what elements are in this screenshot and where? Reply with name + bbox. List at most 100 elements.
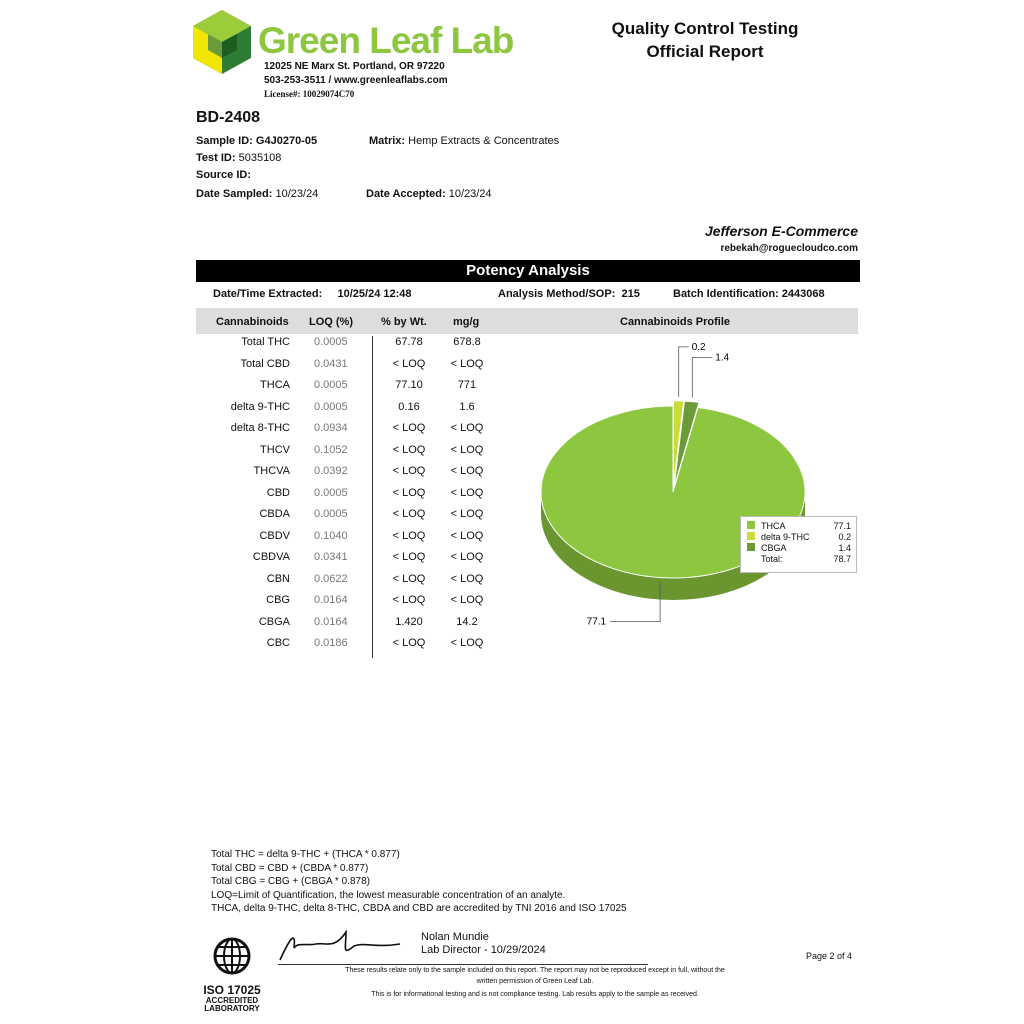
cannabinoid-name: THCVA [253,465,290,477]
percent-value: < LOQ [392,551,426,563]
cannabinoid-name: CBDV [259,529,290,542]
legend-label: CBGA [761,543,787,553]
label: Date/Time Extracted: [213,288,323,300]
cannabinoid-name: delta 8-THC [230,422,290,434]
mg-per-g-value: < LOQ [450,572,484,585]
percent-value: 67.78 [395,336,423,348]
iso-accredited: ACCREDITED [205,996,259,1005]
mg-per-g-value: < LOQ [450,486,484,499]
mg-per-g-value: < LOQ [450,551,484,563]
legend-label: THCA [761,521,786,531]
legend-value: 1.4 [838,543,851,553]
cannabinoid-name: delta 9-THC [230,400,290,413]
signer-name: Nolan Mundie [421,931,489,943]
percent-value: < LOQ [392,529,426,542]
brand-name: Green Leaf Lab [258,20,514,61]
report-subtitle: Official Report [646,42,764,61]
legend-item: THCA 77.1 [747,521,851,531]
batch-id: 2443068 [781,288,825,300]
percent-value: < LOQ [392,486,426,499]
loq-value: 0.0622 [314,572,348,585]
mg-per-g-value: 771 [457,379,477,391]
label: Test ID: [196,152,236,164]
loq-value: 0.1052 [314,443,348,456]
legend-swatch [747,521,755,529]
column-header: LOQ (%) [309,316,353,328]
label: Matrix: [369,135,406,147]
cannabinoid-name: CBDVA [252,551,290,563]
percent-value: 0.16 [398,400,420,413]
iso-title: ISO 17025 [203,983,261,997]
legend-item: CBGA 1.4 [747,543,851,553]
table-row: CBG 0.0164 < LOQ < LOQ [196,594,496,615]
percent-value: 1.420 [395,615,423,628]
table-row: THCA 0.0005 77.10 771 [196,379,496,400]
loq-value: 0.0005 [314,486,348,499]
table-header [196,308,858,334]
cannabinoid-name: THCA [260,379,290,391]
table-row: delta 9-THC 0.0005 0.16 1.6 [196,401,496,422]
iso-laboratory: LABORATORY [204,1004,260,1013]
client-name: Jefferson E-Commerce [704,223,858,239]
test-id: 5035108 [238,152,282,164]
lab-license: License#: 10029074C70 [264,89,355,99]
column-divider [372,336,373,658]
client-email: rebekah@roguecloudco.com [720,243,858,254]
label: Date Accepted: [366,188,446,200]
mg-per-g-value: < LOQ [450,594,484,606]
logo-icon [193,10,251,74]
chart-title: Cannabinoids Profile [620,316,731,328]
percent-value: < LOQ [392,465,426,477]
table-row: CBD 0.0005 < LOQ < LOQ [196,487,496,508]
legend-item: delta 9-THC 0.2 [747,532,851,542]
legend-swatch [747,543,755,551]
cannabinoid-name: THCV [260,443,290,456]
percent-value: < LOQ [392,572,426,585]
source-id-label: Source ID: [196,169,252,181]
loq-value: 0.0005 [314,336,348,348]
signer-title: Lab Director - 10/29/2024 [421,944,546,956]
chart-legend: THCA 77.1 delta 9-THC 0.2 CBGA 1.4 Total: 78.7 [740,516,857,573]
label: Sample ID: [196,135,253,147]
note: Total THC = delta 9-THC + (THCA * 0.877) [211,849,400,860]
table-row: delta 8-THC 0.0934 < LOQ < LOQ [196,422,496,443]
pie-slice-thca [540,405,806,579]
loq-value: 0.0005 [314,400,348,413]
matrix: Hemp Extracts & Concentrates [408,135,560,147]
lab-address: 12025 NE Marx St. Portland, OR 97220 [264,61,445,72]
cannabinoid-name: CBGA [258,615,290,628]
date-sampled: 10/23/24 [275,188,319,200]
iso-seal-icon [213,937,251,975]
table-row: CBDVA 0.0341 < LOQ < LOQ [196,551,496,572]
loq-value: 0.0392 [314,465,348,477]
leader-line [610,581,661,622]
mg-per-g-value: < LOQ [450,357,484,370]
label: Date Sampled: [196,188,273,200]
data-label: 1.4 [715,353,729,364]
loq-value: 0.0164 [314,594,348,606]
note: THCA, delta 9-THC, delta 8-THC, CBDA and… [211,903,627,914]
mg-per-g-value: < LOQ [450,508,484,520]
percent-value: < LOQ [392,508,426,520]
signature-icon [279,929,401,961]
disclaimer: written permission of Green Leaf Lab. [476,978,594,985]
loq-value: 0.0341 [314,551,348,563]
notes: Total THC = delta 9-THC + (THCA * 0.877)… [211,848,627,916]
table-row: CBDA 0.0005 < LOQ < LOQ [196,508,496,529]
pie-slice-delta-9-thc [672,400,685,487]
label: Analysis Method/SOP: [498,288,616,300]
loq-value: 0.0164 [314,615,348,628]
potency-title: Potency Analysis [196,260,860,282]
pie-slice-cbga [673,400,700,487]
table-row: THCVA 0.0392 < LOQ < LOQ [196,465,496,486]
loq-value: 0.0431 [314,357,348,370]
disclaimer: This is for informational testing and is… [371,991,699,998]
legend-total: Total: 78.7 [761,554,851,564]
lab-contact: 503-253-3511 / www.greenleaflabs.com [264,75,448,86]
percent-value: < LOQ [392,357,426,370]
total-value: 78.7 [833,554,851,564]
cannabinoid-name: Total THC [241,336,290,348]
mg-per-g-value: 678.8 [453,336,481,348]
loq-value: 0.0186 [314,637,348,649]
mg-per-g-value: 1.6 [459,400,475,413]
